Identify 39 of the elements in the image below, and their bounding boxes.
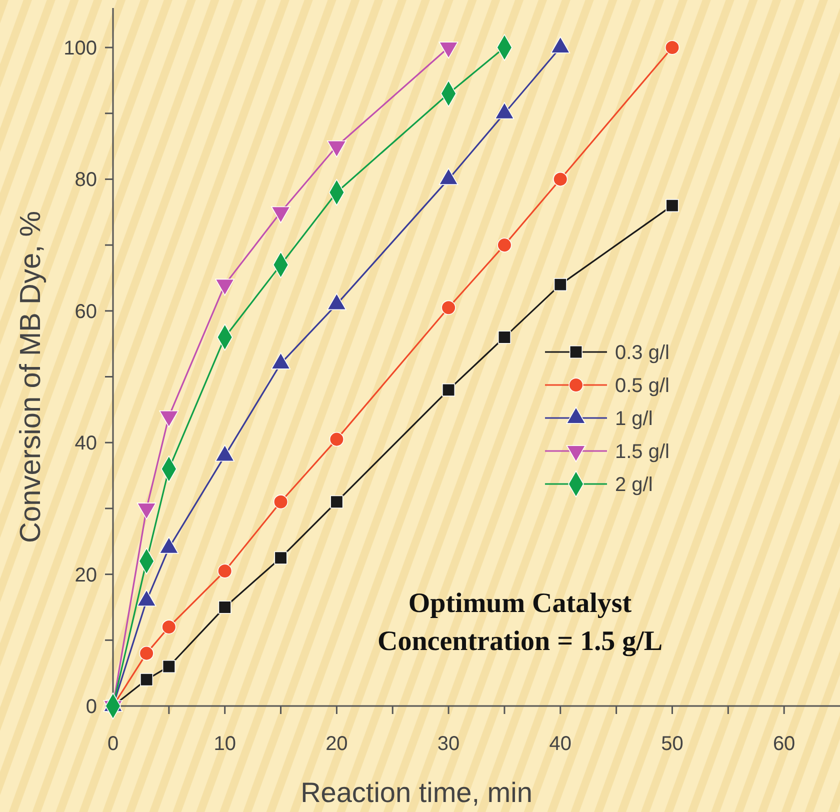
point xyxy=(274,551,288,564)
y-tick-label: 100 xyxy=(64,38,97,60)
point xyxy=(162,620,176,634)
annotation: Optimum Catalyst Concentration = 1.5 g/L xyxy=(377,588,663,657)
y-tick-label: 80 xyxy=(74,169,97,192)
x-axis-title: Reaction time, min xyxy=(300,777,532,808)
x-tick-label: 10 xyxy=(214,733,236,755)
y-tick-label: 60 xyxy=(74,300,97,323)
x-tick-label: 20 xyxy=(326,733,348,755)
point xyxy=(666,199,679,212)
y-tick-label: 0 xyxy=(86,696,97,718)
point xyxy=(218,600,232,614)
legend-label: 1 g/l xyxy=(615,408,653,430)
point xyxy=(162,660,176,674)
y-axis-title: Conversion of MB Dye, % xyxy=(15,210,47,544)
y-tick-label: 20 xyxy=(74,564,97,586)
point xyxy=(218,564,232,578)
point xyxy=(139,646,154,661)
point xyxy=(441,300,456,315)
legend-label: 2 g/l xyxy=(615,474,653,496)
point xyxy=(330,495,344,508)
point xyxy=(442,383,456,396)
x-tick-label: 60 xyxy=(772,733,796,755)
legend-label: 0.3 g/l xyxy=(615,342,670,364)
point xyxy=(553,172,568,187)
point xyxy=(329,432,344,447)
x-tick-label: 50 xyxy=(661,733,684,755)
point xyxy=(498,330,511,344)
point xyxy=(140,673,154,686)
y-tick-label: 40 xyxy=(74,432,97,455)
point xyxy=(554,278,567,292)
legend-label: 1.5 g/l xyxy=(615,441,670,463)
point xyxy=(273,494,288,510)
point xyxy=(497,238,512,252)
point xyxy=(664,40,680,55)
legend-label: 0.5 g/l xyxy=(615,375,670,397)
x-tick-label: 30 xyxy=(437,733,460,755)
x-tick-label: 40 xyxy=(549,733,572,755)
x-tick-label: 0 xyxy=(107,733,119,755)
